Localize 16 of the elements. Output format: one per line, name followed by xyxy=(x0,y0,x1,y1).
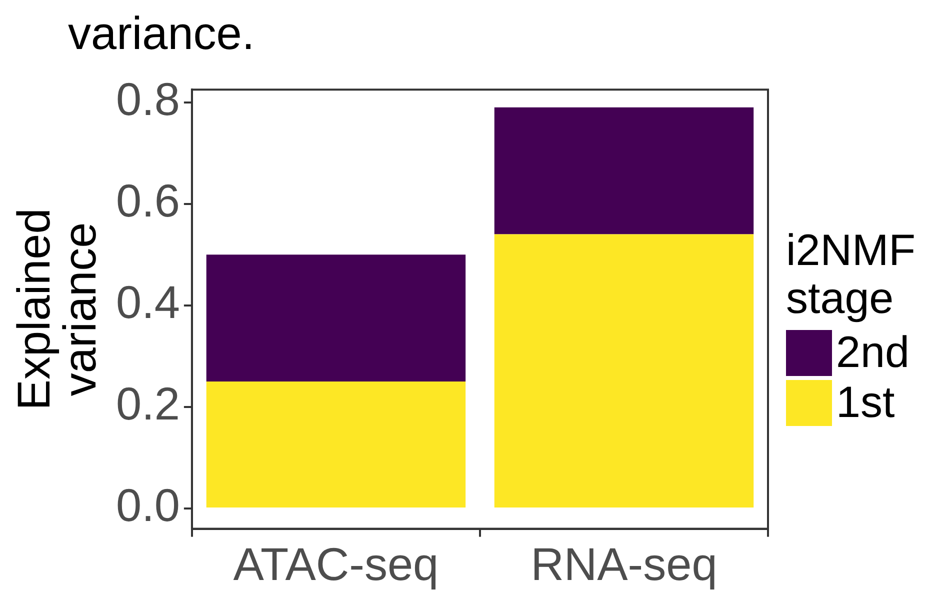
bar xyxy=(494,107,754,234)
y-tick-label: 0.2 xyxy=(116,378,180,430)
x-tick-label: ATAC-seq xyxy=(233,538,439,590)
legend-label: 1st xyxy=(836,378,895,427)
y-axis-title: Explained variance xyxy=(8,208,106,410)
bar xyxy=(206,254,466,382)
bar xyxy=(206,382,466,508)
y-tick-label: 0.6 xyxy=(116,174,180,227)
bar xyxy=(494,234,754,508)
y-tick-label: 0.0 xyxy=(116,479,180,532)
legend-label: 2nd xyxy=(836,328,910,377)
x-tick-label: RNA-seq xyxy=(530,538,718,590)
legend-title: i2NMF stage xyxy=(786,226,917,323)
y-tick-label: 0.4 xyxy=(116,276,180,328)
y-tick-label: 0.8 xyxy=(116,72,180,125)
chart-title: variance. xyxy=(67,7,256,59)
